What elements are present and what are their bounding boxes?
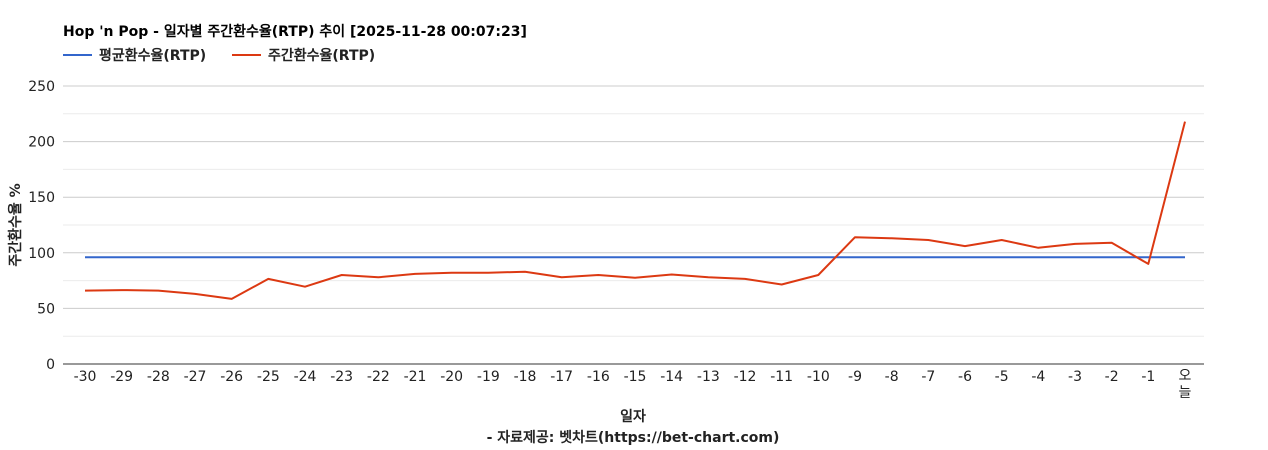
x-tick-label: -9 bbox=[848, 369, 862, 385]
x-tick-label: -24 bbox=[294, 369, 317, 385]
legend: 평균환수율(RTP) 주간환수율(RTP) bbox=[63, 47, 375, 64]
x-tick-label: -25 bbox=[257, 369, 280, 385]
x-tick-label: -27 bbox=[184, 369, 207, 385]
x-tick-label: -3 bbox=[1068, 369, 1082, 385]
y-tick-label: 0 bbox=[46, 357, 55, 373]
x-tick-label: -2 bbox=[1105, 369, 1119, 385]
x-tick-label: -29 bbox=[110, 369, 133, 385]
x-tick-label: -15 bbox=[624, 369, 647, 385]
x-axis-ticks: -30 -29 -28 -27 -26 -25 -24 -23 -22 -21 -20 -19 -18-… bbox=[74, 368, 1192, 401]
x-tick-label: -11 bbox=[770, 369, 793, 385]
y-tick-label: 200 bbox=[28, 135, 55, 151]
x-tick-label: -1 bbox=[1141, 369, 1155, 385]
gridlines bbox=[63, 85, 1204, 365]
x-tick-label: -19 bbox=[477, 369, 500, 385]
x-tick-label: -17 bbox=[550, 369, 573, 385]
x-axis-label: 일자 bbox=[620, 409, 646, 425]
x-tick-label: -13 bbox=[697, 369, 720, 385]
x-tick-label: -23 bbox=[330, 369, 353, 385]
data-source-note: - 자료제공: 벳차트(https://bet-chart.com) bbox=[487, 429, 780, 446]
chart-title: Hop 'n Pop - 일자별 주간환수율(RTP) 추이 [2025-11-… bbox=[63, 23, 527, 40]
x-tick-label: -5 bbox=[995, 369, 1009, 385]
y-tick-label: 100 bbox=[28, 246, 55, 262]
x-tick-label: -26 bbox=[220, 369, 243, 385]
x-tick-label: -10 bbox=[807, 369, 830, 385]
x-tick-label: -8 bbox=[885, 369, 899, 385]
y-tick-label: 250 bbox=[28, 79, 55, 95]
y-tick-label: 50 bbox=[37, 301, 55, 317]
x-tick-label: -30 bbox=[74, 369, 97, 385]
x-tick-label: -14 bbox=[660, 369, 683, 385]
x-tick-label: -18 bbox=[514, 369, 537, 385]
x-tick-label: -21 bbox=[404, 369, 427, 385]
legend-label-average: 평균환수율(RTP) bbox=[99, 47, 206, 64]
x-tick-label: -7 bbox=[921, 369, 935, 385]
series-line-weekly bbox=[84, 121, 1186, 300]
x-tick-label: -6 bbox=[958, 369, 972, 385]
y-axis-label: 주간환수율 % bbox=[7, 183, 24, 266]
x-tick-label: -28 bbox=[147, 369, 170, 385]
x-tick-label: -20 bbox=[440, 369, 463, 385]
y-axis-ticks: 0 50 100 150 200 250 bbox=[28, 79, 55, 373]
x-tick-label: -16 bbox=[587, 369, 610, 385]
x-tick-label: -22 bbox=[367, 369, 390, 385]
series-lines bbox=[84, 121, 1186, 300]
x-tick-label: -4 bbox=[1031, 369, 1045, 385]
x-tick-label: -12 bbox=[734, 369, 757, 385]
y-tick-label: 150 bbox=[28, 190, 55, 206]
legend-label-weekly: 주간환수율(RTP) bbox=[268, 47, 375, 64]
